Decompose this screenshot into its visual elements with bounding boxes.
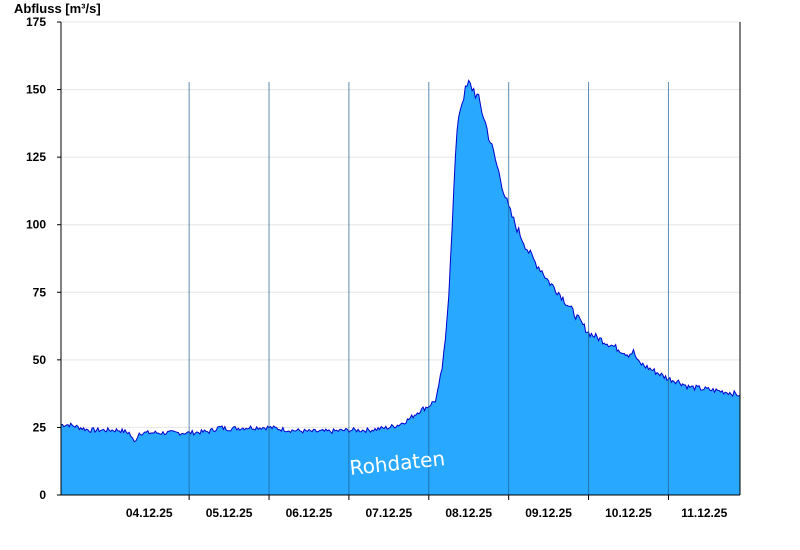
x-tick-label: 10.12.25: [605, 506, 652, 520]
y-tick-label: 50: [33, 353, 47, 367]
y-tick-labels: 0 25 50 75 100 125 150 175: [26, 15, 46, 502]
x-tick-label: 08.12.25: [445, 506, 492, 520]
x-tick-labels: 04.12.25 05.12.25 06.12.25 07.12.25 08.12.25…: [126, 506, 728, 520]
y-tick-label: 0: [39, 488, 46, 502]
y-tick-label: 125: [26, 150, 46, 164]
discharge-area: [60, 79, 741, 496]
y-tick-label: 75: [33, 285, 47, 299]
axes: [57, 21, 741, 500]
grid-lines: [61, 21, 740, 428]
y-tick-label: 100: [26, 218, 46, 232]
y-tick-label: 25: [33, 420, 47, 434]
x-tick-label: 05.12.25: [206, 506, 253, 520]
y-tick-label: 150: [26, 83, 46, 97]
discharge-line: [60, 79, 741, 443]
x-tick-label: 09.12.25: [525, 506, 572, 520]
y-tick-label: 175: [26, 15, 46, 29]
day-separators: [188, 82, 669, 495]
x-tick-label: 07.12.25: [365, 506, 412, 520]
discharge-fill: [61, 80, 740, 496]
x-tick-label: 04.12.25: [126, 506, 173, 520]
y-axis-title: Abfluss [m³/s]: [14, 1, 101, 16]
x-tick-label: 06.12.25: [286, 506, 333, 520]
x-tick-label: 11.12.25: [681, 506, 727, 520]
